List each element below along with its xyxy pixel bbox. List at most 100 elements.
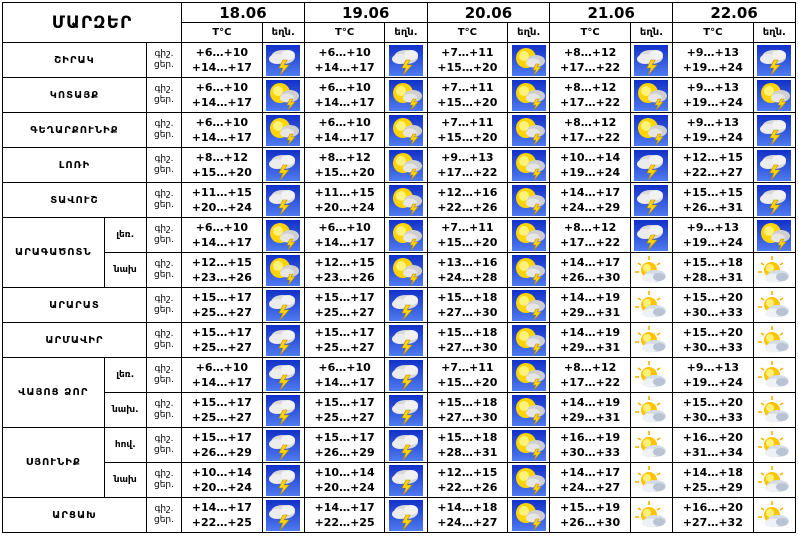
thunderstorm-icon	[386, 499, 426, 531]
night-temperature: +14…+19	[560, 396, 621, 409]
day-label: ցեր.	[154, 130, 174, 140]
night-temperature: +11…+15	[191, 186, 252, 199]
temp-column-header: T°C	[181, 22, 263, 43]
day-temperature: +14…+17	[314, 236, 375, 249]
temp-column-header: T°C	[303, 22, 386, 43]
day-temperature: +17…+22	[560, 376, 621, 389]
weather-icon-cell	[261, 497, 305, 533]
day-temperature: +14…+17	[314, 61, 375, 74]
thunderstorm-icon	[263, 44, 303, 76]
night-label: գիշ.	[154, 434, 174, 444]
temp-column-header: T°C	[549, 22, 631, 43]
weather-icon-cell	[629, 322, 674, 358]
weather-icon-cell	[261, 462, 305, 498]
weather-icon-cell	[261, 112, 305, 148]
temperature-cell: +11…+15 +20…+24	[303, 182, 386, 218]
temperature-cell: +6…+10 +14…+17	[181, 77, 263, 113]
day-temperature: +20…+24	[314, 201, 375, 214]
temperature-cell: +9…+13 +19…+24	[672, 357, 754, 393]
thunderstorm-icon	[263, 359, 303, 391]
temp-column-header: T°C	[672, 22, 754, 43]
partly-cloudy-icon	[631, 255, 671, 286]
sun-cloud-lightning-icon	[509, 499, 549, 531]
day-temperature: +28…+31	[437, 446, 498, 459]
thunderstorm-icon	[386, 394, 426, 426]
sun-cloud-lightning-icon	[386, 254, 426, 286]
time-of-day-labels: գիշ. ցեր.	[145, 252, 183, 288]
weather-icon-cell	[629, 287, 674, 323]
day-temperature: +25…+27	[191, 341, 252, 354]
night-temperature: +8…+12	[563, 81, 617, 94]
temperature-cell: +15…+18 +28…+31	[672, 252, 754, 288]
temperature-cell: +12…+16 +22…+26	[426, 182, 509, 218]
night-temperature: +6…+10	[318, 81, 371, 94]
day-temperature: +19…+24	[682, 131, 743, 144]
weather-icon-cell	[629, 112, 674, 148]
sun-cloud-lightning-icon	[386, 79, 426, 111]
temperature-cell: +15…+17 +25…+27	[181, 392, 263, 428]
time-of-day-labels: գիշ. ցեր.	[145, 147, 183, 183]
day-temperature: +17…+22	[437, 166, 498, 179]
night-temperature: +12…+15	[191, 256, 252, 269]
weather-icon-cell	[507, 322, 551, 358]
table-row: ԿՈՏԱՅՔ գիշ. ցեր. +6…+10 +14…+17 +6…+10 +14…+17…	[2, 77, 797, 113]
night-temperature: +15…+18	[437, 326, 498, 339]
night-temperature: +6…+10	[318, 221, 371, 234]
night-temperature: +15…+17	[191, 396, 252, 409]
subregion-label: լեռ.	[103, 217, 147, 253]
forecast-table: ՄԱՐԶԵՐ 18.06 19.06 20.06 21.06 22.06 T°C…	[1, 2, 797, 533]
weather-icon-cell	[507, 217, 551, 253]
partly-cloudy-icon	[754, 290, 794, 321]
temperature-cell: +14…+17 +24…+29	[549, 182, 631, 218]
temperature-cell: +14…+19 +29…+31	[549, 287, 631, 323]
table-row: ԱՐԱՐԱՏ գիշ. ցեր. +15…+17 +25…+27 +15…+17 +25…+…	[2, 287, 797, 323]
day-temperature: +19…+24	[682, 96, 743, 109]
day-temperature: +30…+33	[682, 411, 743, 424]
weather-icon-cell	[752, 357, 797, 393]
day-temperature: +23…+26	[314, 271, 375, 284]
sun-cloud-lightning-icon	[754, 79, 794, 111]
thunderstorm-icon	[631, 44, 671, 76]
night-temperature: +6…+10	[318, 361, 371, 374]
night-temperature: +8…+12	[318, 151, 371, 164]
temperature-cell: +6…+10 +14…+17	[303, 217, 386, 253]
night-temperature: +13…+16	[437, 256, 498, 269]
region-name: ԱՐՑԱԽ	[2, 497, 147, 533]
sun-cloud-lightning-icon	[509, 114, 549, 146]
region-name: ԳԵՂԱՐՔՈՒՆԻՔ	[2, 112, 147, 148]
day-temperature: +17…+22	[560, 236, 621, 249]
region-name: ԱՐԱՐԱՏ	[2, 287, 147, 323]
icon-column-header: եղն.	[261, 22, 305, 43]
region-name: ՍՅՈՒՆԻՔ	[2, 427, 105, 498]
temperature-cell: +6…+10 +14…+17	[303, 357, 386, 393]
region-name: ՎԱՅՈՑ ՁՈՐ	[2, 357, 105, 428]
day-temperature: +30…+33	[682, 306, 743, 319]
sun-cloud-lightning-icon	[263, 254, 303, 286]
day-temperature: +25…+27	[314, 411, 375, 424]
weather-icon-cell	[384, 182, 428, 218]
weather-icon-cell	[507, 252, 551, 288]
subregion-label: լեռ.	[103, 357, 147, 393]
temperature-cell: +8…+12 +17…+22	[549, 42, 631, 78]
night-temperature: +15…+20	[682, 291, 743, 304]
night-temperature: +14…+17	[560, 466, 621, 479]
day-label: ցեր.	[154, 60, 174, 70]
night-temperature: +9…+13	[441, 151, 494, 164]
region-name: ՏԱՎՈՒՇ	[2, 182, 147, 218]
partly-cloudy-icon	[631, 290, 671, 321]
date-header: 20.06	[426, 2, 551, 23]
table-row: ՍՅՈՒՆԻՔ հով. գիշ. ցեր. +15…+17 +26…+29 +15…+17…	[2, 427, 797, 498]
thunderstorm-icon	[263, 429, 303, 461]
temperature-cell: +10…+14 +19…+24	[549, 147, 631, 183]
sun-cloud-lightning-icon	[509, 219, 549, 251]
day-temperature: +15…+20	[191, 166, 252, 179]
day-temperature: +17…+22	[560, 96, 621, 109]
sun-cloud-lightning-icon	[263, 219, 303, 251]
sun-cloud-lightning-icon	[509, 254, 549, 286]
night-temperature: +8…+12	[563, 116, 617, 129]
day-temperature: +15…+20	[437, 61, 498, 74]
night-temperature: +7…+11	[441, 221, 494, 234]
day-temperature: +27…+30	[437, 411, 498, 424]
sun-cloud-lightning-icon	[509, 184, 549, 216]
weather-icon-cell	[629, 77, 674, 113]
